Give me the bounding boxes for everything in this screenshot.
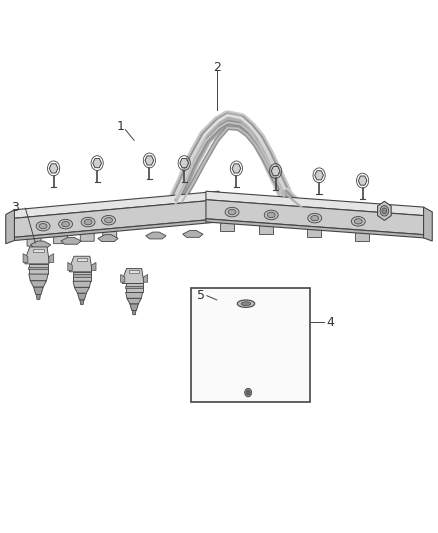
Polygon shape [424,207,432,241]
Circle shape [382,208,387,214]
Ellipse shape [225,207,239,217]
Ellipse shape [354,219,362,224]
Polygon shape [143,274,148,282]
Polygon shape [14,191,219,218]
Polygon shape [73,274,91,277]
Polygon shape [127,298,141,304]
Polygon shape [232,164,241,173]
Polygon shape [358,176,367,185]
Polygon shape [235,356,261,365]
Ellipse shape [351,216,365,226]
Ellipse shape [36,221,50,231]
Text: 2: 2 [213,61,221,74]
Polygon shape [30,281,46,287]
Polygon shape [80,233,94,241]
Polygon shape [29,274,48,281]
Polygon shape [49,164,58,173]
Ellipse shape [237,300,254,308]
Polygon shape [378,201,391,220]
Polygon shape [129,270,139,273]
Polygon shape [120,274,125,282]
Polygon shape [122,269,143,284]
Circle shape [247,391,250,395]
Polygon shape [230,320,262,342]
Polygon shape [34,287,43,294]
Ellipse shape [228,209,236,215]
Polygon shape [206,191,424,216]
Polygon shape [126,284,142,293]
Ellipse shape [241,302,251,305]
Polygon shape [74,287,89,293]
Ellipse shape [264,210,278,220]
Ellipse shape [308,213,322,223]
Polygon shape [183,230,203,237]
Polygon shape [132,310,136,315]
Circle shape [380,206,389,216]
Polygon shape [77,258,87,261]
Polygon shape [206,219,424,238]
Polygon shape [27,238,41,246]
Polygon shape [271,166,280,176]
Polygon shape [29,264,48,274]
Polygon shape [23,254,28,262]
Polygon shape [245,384,251,391]
Polygon shape [61,237,81,244]
Polygon shape [315,171,323,180]
Polygon shape [73,272,91,281]
Ellipse shape [81,217,95,227]
Polygon shape [180,158,188,168]
Polygon shape [54,235,67,244]
Polygon shape [355,232,369,241]
Polygon shape [240,322,256,326]
Polygon shape [103,231,117,239]
Polygon shape [33,249,44,252]
Polygon shape [235,346,262,350]
Polygon shape [78,293,86,300]
Polygon shape [30,241,51,248]
Polygon shape [73,281,91,287]
Ellipse shape [105,217,113,223]
Polygon shape [235,342,261,356]
Ellipse shape [59,220,73,229]
Polygon shape [98,235,118,241]
Polygon shape [259,225,273,234]
Polygon shape [237,365,259,374]
Polygon shape [307,229,321,237]
Polygon shape [146,232,166,239]
Polygon shape [14,219,219,240]
Polygon shape [36,294,40,300]
Polygon shape [125,286,143,288]
Polygon shape [70,256,92,272]
Polygon shape [206,200,424,235]
Polygon shape [28,266,49,269]
Text: 1: 1 [117,120,125,133]
Circle shape [245,389,252,397]
Polygon shape [80,300,84,304]
Polygon shape [6,210,14,244]
Polygon shape [227,329,234,341]
Polygon shape [93,158,102,168]
Polygon shape [49,254,54,262]
Polygon shape [262,329,269,341]
Ellipse shape [102,215,116,225]
Ellipse shape [84,220,92,225]
Ellipse shape [62,221,70,227]
Ellipse shape [39,223,47,229]
Ellipse shape [311,215,319,221]
Polygon shape [92,262,96,270]
Polygon shape [25,247,49,264]
Polygon shape [126,293,142,298]
Text: 4: 4 [326,316,334,329]
Ellipse shape [267,212,275,217]
Polygon shape [145,156,154,165]
Polygon shape [14,200,219,237]
Polygon shape [130,304,138,310]
Text: 5: 5 [197,289,205,302]
Polygon shape [68,262,72,270]
Polygon shape [220,222,234,231]
Bar [191,288,311,402]
Polygon shape [242,374,254,384]
Text: 3: 3 [11,200,19,214]
